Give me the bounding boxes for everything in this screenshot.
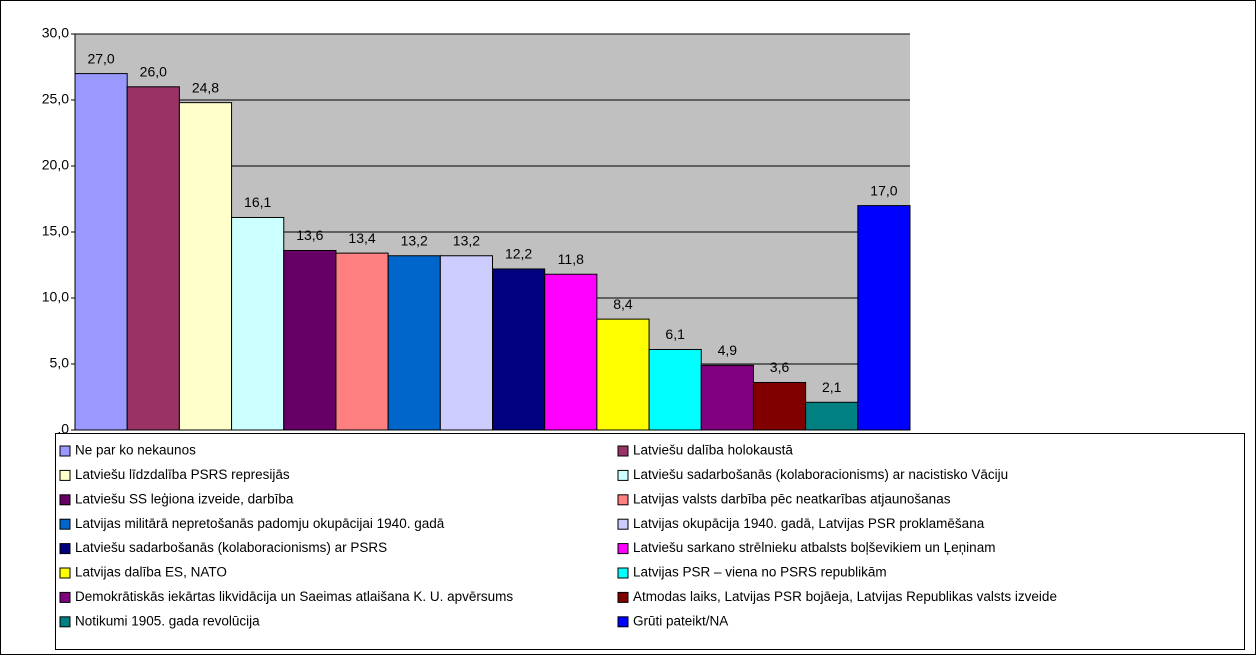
legend-swatch xyxy=(59,543,71,555)
legend-swatch xyxy=(617,616,629,628)
bar xyxy=(857,205,911,431)
y-tick-label: ,0 xyxy=(57,421,69,437)
legend-swatch xyxy=(617,494,629,506)
legend-label: Demokrātiskās iekārtas likvidācija un Sa… xyxy=(75,589,513,604)
bar xyxy=(648,348,702,431)
bar xyxy=(335,252,389,431)
legend-swatch xyxy=(617,567,629,579)
legend-label: Latvijas okupācija 1940. gadā, Latvijas … xyxy=(633,516,985,531)
y-tick-label: 15,0 xyxy=(42,223,69,239)
legend-label: Notikumi 1905. gada revolūcija xyxy=(75,613,260,628)
bar xyxy=(74,73,128,431)
data-label: 8,4 xyxy=(613,296,633,312)
legend-label: Latviešu līdzdalība PSRS represijās xyxy=(75,467,290,482)
legend-swatch xyxy=(617,445,629,457)
y-tick-label: 20,0 xyxy=(42,157,69,173)
data-label: 11,8 xyxy=(558,251,584,267)
legend-swatch xyxy=(59,567,71,579)
data-label: 24,8 xyxy=(192,79,219,95)
bar xyxy=(805,401,859,431)
legend-label: Ne par ko nekaunos xyxy=(75,443,196,458)
bar xyxy=(544,273,598,431)
data-label: 27,0 xyxy=(87,50,114,66)
data-label: 16,1 xyxy=(244,194,271,210)
y-tick-label: 5,0 xyxy=(50,355,70,371)
bar xyxy=(178,102,233,431)
legend-label: Latvijas dalība ES, NATO xyxy=(75,565,227,580)
bar xyxy=(596,318,650,431)
legend-label: Grūti pateikt/NA xyxy=(633,613,728,628)
bar xyxy=(492,268,546,431)
bar xyxy=(439,255,493,431)
data-label: 6,1 xyxy=(665,326,685,342)
legend-label: Latvijas valsts darbība pēc neatkarības … xyxy=(633,491,951,506)
data-label: 26,0 xyxy=(140,64,167,80)
legend-label: Atmodas laiks, Latvijas PSR bojāeja, Lat… xyxy=(633,589,1057,604)
legend-swatch xyxy=(59,616,71,628)
data-label: 4,9 xyxy=(718,342,738,358)
bar xyxy=(387,255,441,431)
data-label: 12,2 xyxy=(505,246,532,262)
legend-label: Latviešu sadarbošanās (kolaboracionisms)… xyxy=(75,540,387,555)
legend-swatch xyxy=(59,445,71,457)
data-label: 2,1 xyxy=(822,379,842,395)
legend-swatch xyxy=(617,591,629,603)
data-label: 13,4 xyxy=(348,230,375,246)
legend-swatch xyxy=(59,494,71,506)
legend-label: Latviešu SS leģiona izveide, darbība xyxy=(75,491,294,506)
legend-label: Latvijas militārā nepretošanās padomju o… xyxy=(75,516,445,531)
bar xyxy=(126,86,180,431)
data-label: 13,2 xyxy=(453,232,480,248)
legend-box xyxy=(55,433,1245,650)
y-tick-label: 25,0 xyxy=(42,91,69,107)
bar xyxy=(283,249,337,431)
data-label: 13,6 xyxy=(296,227,323,243)
legend-label: Latviešu dalība holokaustā xyxy=(633,443,793,458)
legend-swatch xyxy=(59,518,71,530)
legend-swatch xyxy=(617,469,629,481)
bar xyxy=(752,381,807,431)
bar xyxy=(700,364,754,431)
legend-label: Latviešu sarkano strēlnieku atbalsts boļ… xyxy=(633,540,995,555)
legend-swatch xyxy=(59,591,71,603)
data-label: 17,0 xyxy=(870,182,897,198)
y-tick-label: 30,0 xyxy=(42,25,69,41)
data-label: 3,6 xyxy=(770,359,790,375)
legend: Ne par ko nekaunos Latviešu dalība holoka… xyxy=(55,433,1245,650)
legend-swatch xyxy=(617,518,629,530)
legend-swatch xyxy=(617,543,629,555)
legend-label: Latviešu sadarbošanās (kolaboracionisms)… xyxy=(633,467,1008,482)
data-label: 13,2 xyxy=(401,232,428,248)
y-tick-label: 10,0 xyxy=(42,289,69,305)
legend-label: Latvijas PSR – viena no PSRS republikām xyxy=(633,565,887,580)
legend-swatch xyxy=(59,469,71,481)
bar xyxy=(231,216,285,431)
